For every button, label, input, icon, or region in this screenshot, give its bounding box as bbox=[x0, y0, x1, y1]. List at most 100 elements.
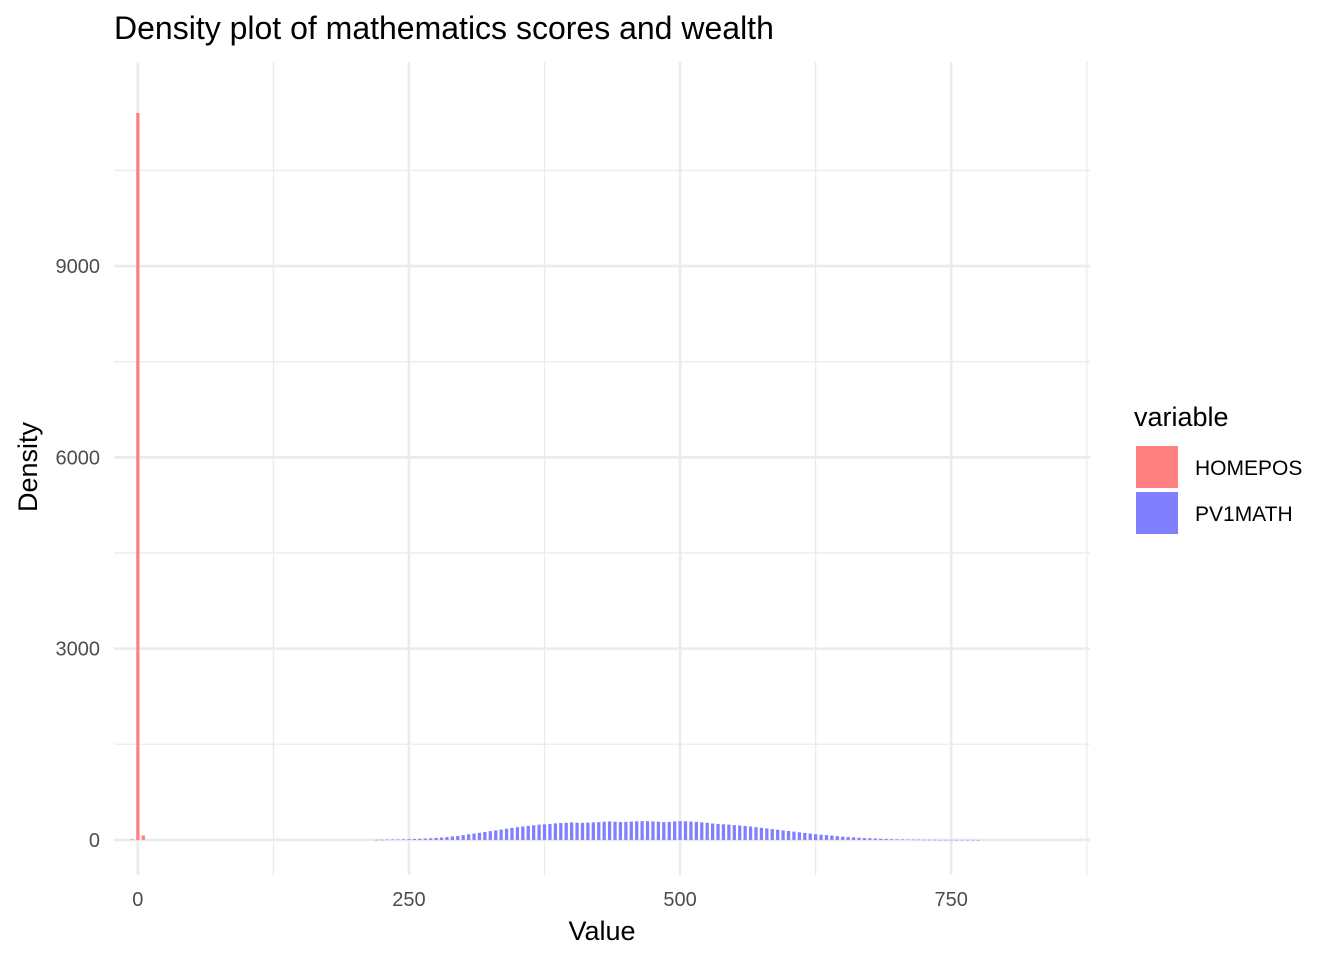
bar-pv1math bbox=[434, 837, 438, 840]
bar-pv1math bbox=[841, 836, 845, 840]
legend-title: variable bbox=[1134, 402, 1229, 432]
bar-pv1math bbox=[960, 839, 964, 841]
bar-pv1math bbox=[570, 822, 574, 840]
bar-pv1math bbox=[678, 821, 682, 840]
bar-pv1math bbox=[862, 838, 867, 840]
chart-title: Density plot of mathematics scores and w… bbox=[114, 10, 774, 46]
bar-homepos bbox=[141, 835, 145, 840]
bar-pv1math bbox=[971, 839, 975, 841]
bar-pv1math bbox=[944, 839, 948, 841]
bar-pv1math bbox=[423, 838, 427, 840]
y-tick-label: 0 bbox=[89, 830, 100, 852]
bar-pv1math bbox=[450, 836, 454, 840]
bar-pv1math bbox=[938, 839, 942, 841]
bar-pv1math bbox=[776, 829, 780, 840]
bar-pv1math bbox=[510, 827, 514, 840]
bars bbox=[130, 113, 980, 841]
bar-pv1math bbox=[380, 839, 384, 841]
bar-pv1math bbox=[694, 821, 698, 840]
bar-pv1math bbox=[472, 833, 476, 840]
bar-pv1math bbox=[743, 826, 747, 840]
x-tick-label: 250 bbox=[392, 889, 425, 911]
bar-pv1math bbox=[765, 828, 769, 840]
bar-pv1math bbox=[537, 824, 541, 840]
bar-pv1math bbox=[884, 838, 888, 840]
bar-pv1math bbox=[407, 839, 411, 840]
legend-key-pv1math bbox=[1136, 492, 1178, 534]
bar-pv1math bbox=[580, 822, 585, 840]
bar-pv1math bbox=[808, 833, 812, 840]
bar-pv1math bbox=[700, 822, 704, 840]
bar-pv1math bbox=[515, 827, 520, 840]
bar-pv1math bbox=[396, 839, 400, 840]
bar-pv1math bbox=[819, 834, 823, 840]
x-axis-ticks: 0 250 500 750 bbox=[132, 889, 968, 911]
bar-pv1math bbox=[542, 824, 547, 840]
legend: variable HOMEPOS PV1MATH bbox=[1134, 402, 1302, 534]
bar-pv1math bbox=[629, 821, 633, 840]
bar-pv1math bbox=[494, 830, 498, 840]
grid bbox=[114, 62, 1090, 875]
bar-pv1math bbox=[651, 821, 655, 840]
bar-pv1math bbox=[456, 835, 460, 840]
bar-pv1math bbox=[954, 839, 959, 841]
bar-pv1math bbox=[803, 832, 807, 840]
bar-pv1math bbox=[645, 821, 650, 840]
bar-pv1math bbox=[559, 823, 563, 840]
bar-pv1math bbox=[640, 821, 644, 840]
bar-pv1math bbox=[461, 835, 465, 840]
bar-pv1math bbox=[418, 838, 422, 840]
bar-pv1math bbox=[673, 821, 677, 840]
bar-pv1math bbox=[738, 825, 742, 840]
bar-pv1math bbox=[553, 823, 557, 840]
bar-pv1math bbox=[770, 829, 774, 840]
bar-pv1math bbox=[721, 824, 726, 840]
bar-pv1math bbox=[635, 821, 639, 840]
bar-pv1math bbox=[504, 828, 509, 840]
y-axis-ticks: 0 3000 6000 9000 bbox=[56, 256, 101, 852]
bar-pv1math bbox=[814, 834, 818, 840]
bar-pv1math bbox=[667, 821, 671, 840]
bar-pv1math bbox=[895, 839, 899, 840]
bar-pv1math bbox=[445, 837, 449, 840]
bar-pv1math bbox=[412, 838, 417, 840]
bar-pv1math bbox=[374, 839, 379, 841]
bar-pv1math bbox=[748, 826, 753, 840]
y-tick-label: 3000 bbox=[56, 639, 101, 661]
bar-pv1math bbox=[662, 822, 666, 840]
bar-pv1math bbox=[976, 839, 980, 841]
legend-key-homepos bbox=[1136, 446, 1178, 488]
legend-label-pv1math: PV1MATH bbox=[1195, 503, 1293, 526]
bar-pv1math bbox=[786, 831, 791, 840]
bar-pv1math bbox=[483, 831, 487, 840]
bar-pv1math bbox=[965, 839, 970, 841]
bar-pv1math bbox=[879, 838, 883, 840]
bar-pv1math bbox=[597, 822, 601, 840]
bar-pv1math bbox=[488, 831, 492, 840]
bar-pv1math bbox=[526, 825, 530, 840]
bar-pv1math bbox=[830, 835, 834, 840]
y-tick-label: 9000 bbox=[56, 256, 101, 278]
bar-pv1math bbox=[846, 837, 850, 840]
bar-pv1math bbox=[759, 827, 764, 840]
bar-pv1math bbox=[927, 839, 932, 841]
bar-pv1math bbox=[548, 823, 552, 840]
bar-pv1math bbox=[911, 839, 915, 841]
bar-pv1math bbox=[656, 821, 661, 840]
x-tick-label: 0 bbox=[132, 889, 143, 911]
bar-homepos bbox=[130, 839, 135, 840]
bar-pv1math bbox=[933, 839, 937, 841]
bar-pv1math bbox=[727, 824, 731, 840]
bar-pv1math bbox=[477, 832, 482, 840]
bar-pv1math bbox=[385, 839, 389, 841]
bar-pv1math bbox=[613, 821, 617, 840]
bar-pv1math bbox=[906, 839, 910, 841]
y-axis-title: Density bbox=[13, 421, 43, 512]
bar-pv1math bbox=[401, 839, 406, 840]
bar-pv1math bbox=[868, 838, 872, 840]
bar-pv1math bbox=[564, 822, 568, 840]
legend-label-homepos: HOMEPOS bbox=[1195, 457, 1302, 480]
bar-pv1math bbox=[624, 821, 628, 840]
bar-pv1math bbox=[889, 839, 894, 840]
